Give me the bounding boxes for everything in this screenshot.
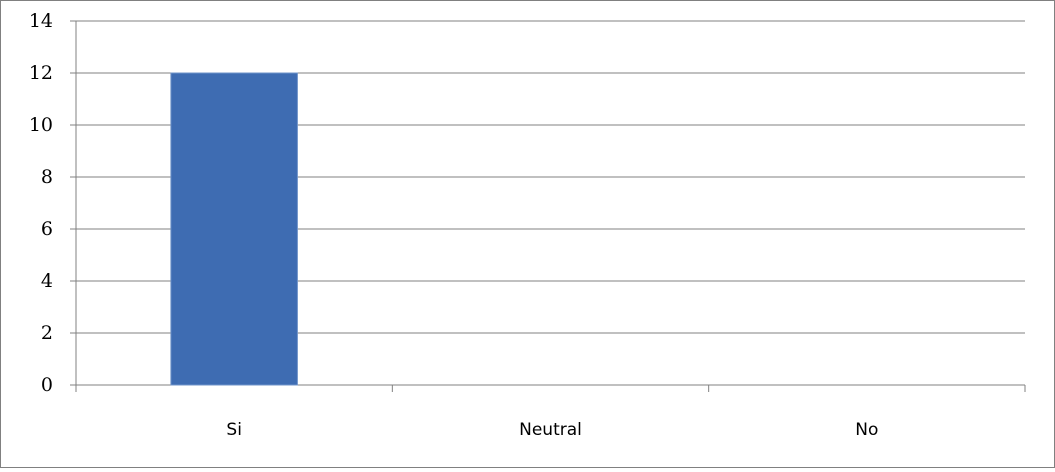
- y-tick-label-0: 0: [41, 374, 53, 396]
- y-tick-label-4: 4: [41, 270, 53, 292]
- y-tick-label-8: 8: [41, 166, 53, 188]
- x-tick-labels: Si Neutral No: [226, 420, 878, 440]
- y-tick-label-10: 10: [29, 114, 53, 136]
- x-tick-label-neutral: Neutral: [519, 420, 582, 440]
- bars: [170, 72, 298, 386]
- y-tick-label-2: 2: [41, 322, 53, 344]
- x-tick-label-no: No: [855, 420, 878, 440]
- y-tick-label-12: 12: [29, 62, 53, 84]
- y-tick-labels: 0 2 4 6 8 10 12 14: [29, 10, 53, 396]
- y-tick-label-14: 14: [29, 10, 53, 32]
- y-tick-label-6: 6: [41, 218, 53, 240]
- x-tick-label-si: Si: [226, 420, 242, 440]
- bar-si: [170, 72, 298, 386]
